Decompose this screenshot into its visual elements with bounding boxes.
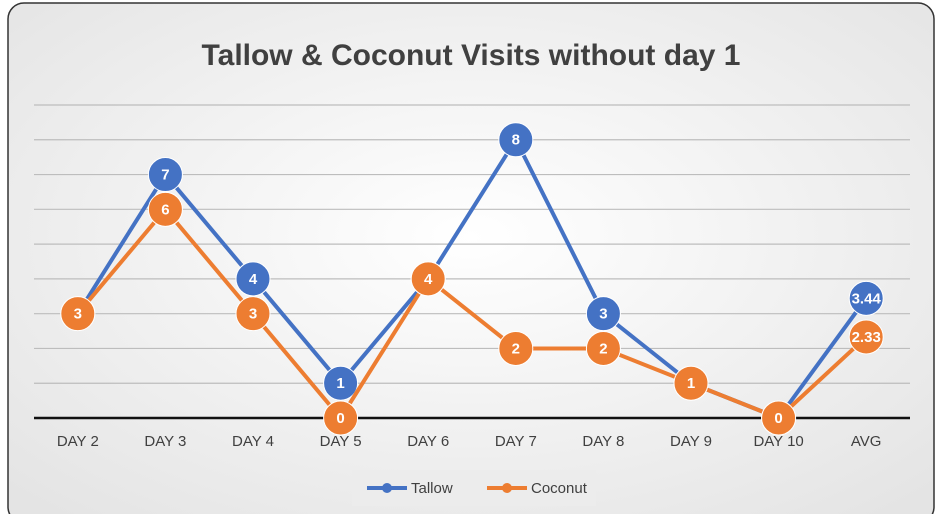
- data-point: [323, 400, 359, 436]
- data-label: 3: [74, 306, 82, 323]
- data-point: [323, 365, 359, 401]
- data-label: 3.44: [852, 290, 882, 307]
- data-point: [761, 400, 797, 436]
- data-label: 8: [512, 132, 520, 149]
- legend-marker: [382, 483, 392, 493]
- legend-label: Tallow: [411, 480, 453, 497]
- data-label: 6: [161, 201, 169, 218]
- data-point: [848, 280, 884, 316]
- data-label: 3: [599, 306, 607, 323]
- data-label: 2: [512, 340, 520, 357]
- x-tick-label: DAY 9: [670, 433, 712, 450]
- chart-title: Tallow & Coconut Visits without day 1: [202, 39, 741, 72]
- x-tick-label: DAY 3: [144, 433, 186, 450]
- data-point: [147, 191, 183, 227]
- x-tick-label: DAY 5: [320, 433, 362, 450]
- data-point: [498, 122, 534, 158]
- x-tick-label: DAY 8: [582, 433, 624, 450]
- data-point: [235, 261, 271, 297]
- x-tick-label: DAY 4: [232, 433, 274, 450]
- series-line: [76, 207, 868, 420]
- x-tick-label: AVG: [851, 433, 882, 450]
- data-point: [585, 296, 621, 332]
- data-label: 0: [336, 410, 344, 427]
- data-label: 2.33: [852, 329, 881, 346]
- x-tick-label: DAY 2: [57, 433, 99, 450]
- data-point: [60, 296, 96, 332]
- data-point: [585, 330, 621, 366]
- x-tick-label: DAY 10: [753, 433, 803, 450]
- legend-marker: [502, 483, 512, 493]
- data-label: 1: [687, 375, 695, 392]
- data-label: 3: [249, 306, 257, 323]
- data-label: 0: [774, 410, 782, 427]
- data-point: [147, 157, 183, 193]
- data-point: [410, 261, 446, 297]
- x-tick-label: DAY 6: [407, 433, 449, 450]
- data-point: [673, 365, 709, 401]
- data-point: [498, 330, 534, 366]
- data-label: 7: [161, 167, 169, 184]
- data-label: 1: [336, 375, 344, 392]
- data-label: 2: [599, 340, 607, 357]
- data-label: 4: [249, 271, 258, 288]
- data-point: [848, 319, 884, 355]
- data-label: 4: [424, 271, 433, 288]
- data-point: [235, 296, 271, 332]
- x-tick-label: DAY 7: [495, 433, 537, 450]
- legend-label: Coconut: [531, 480, 588, 497]
